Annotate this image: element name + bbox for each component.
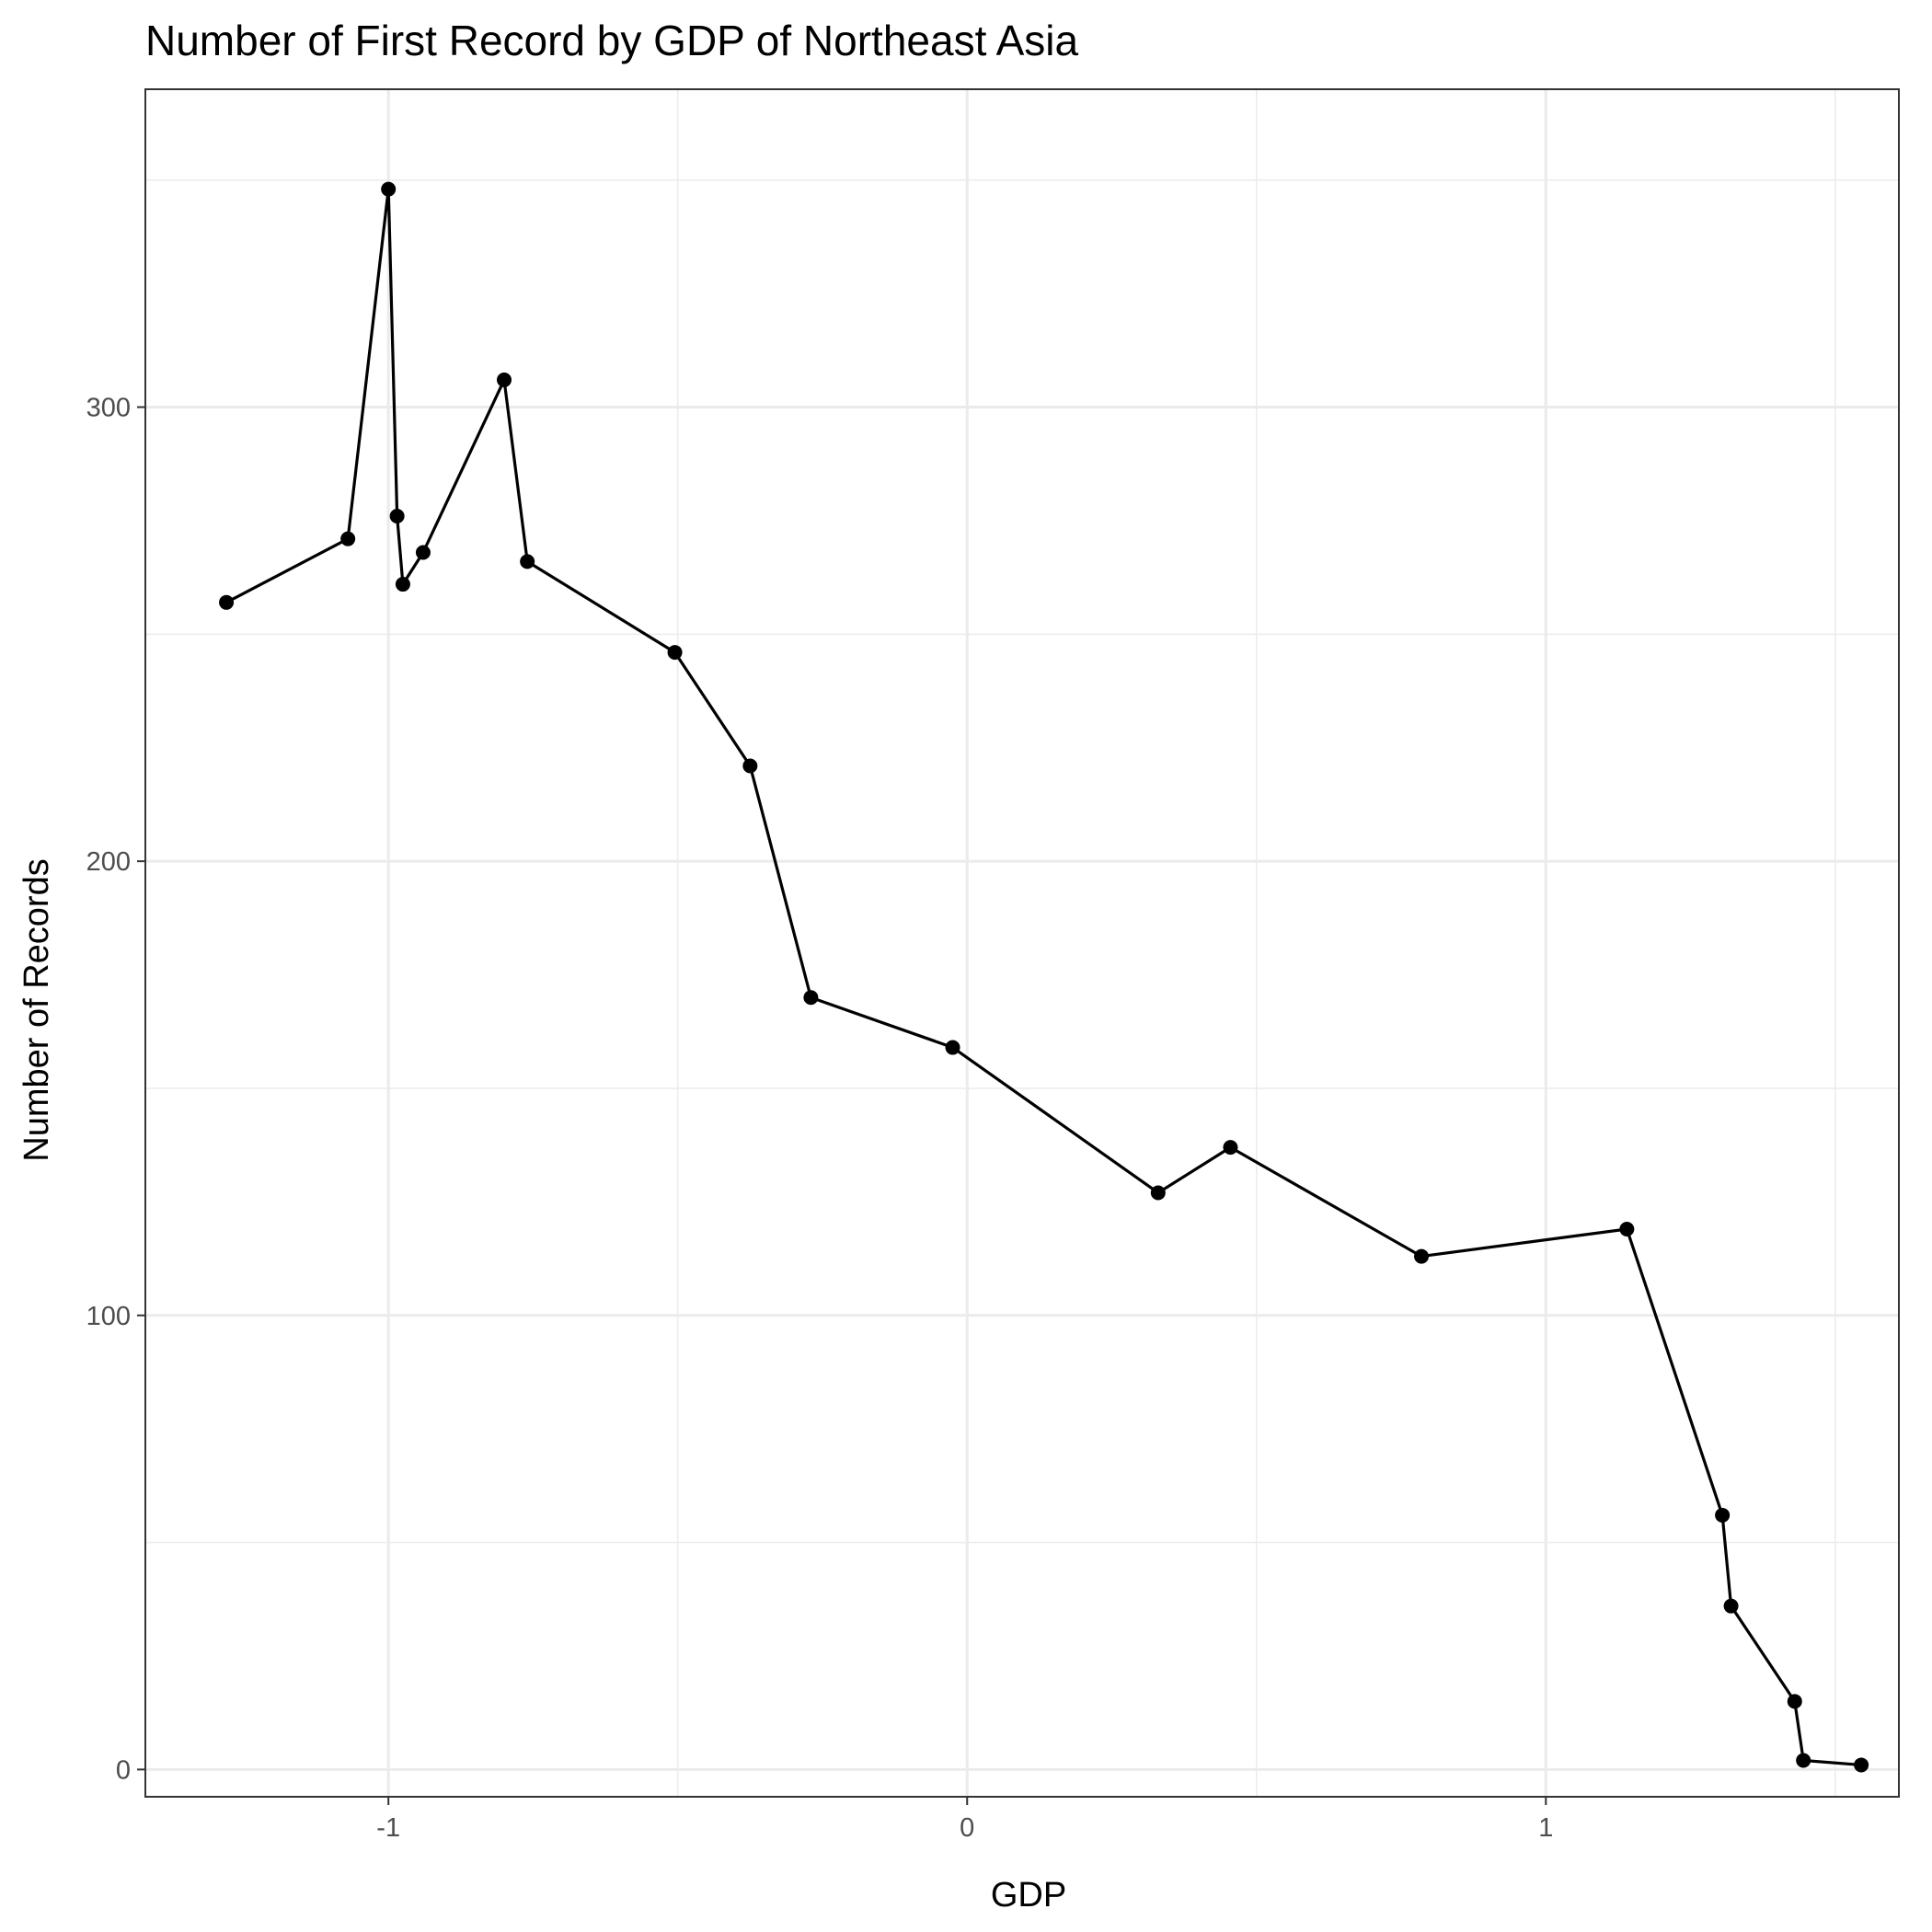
panel-border (144, 88, 1900, 1798)
data-point (381, 181, 397, 197)
grid-lines (145, 89, 1899, 1797)
x-tick-label: 0 (960, 1813, 974, 1843)
data-point (395, 577, 410, 592)
data-point (1414, 1248, 1430, 1264)
data-point (1854, 1757, 1869, 1773)
data-point (1619, 1221, 1635, 1236)
y-tick-label: 200 (86, 847, 131, 877)
data-point (415, 545, 431, 560)
y-tick-label: 100 (86, 1302, 131, 1331)
x-axis-title: GDP (991, 1876, 1066, 1915)
data-point (340, 531, 356, 546)
data-point (219, 594, 235, 610)
data-point (1796, 1753, 1811, 1768)
data-point (1723, 1598, 1739, 1614)
data-point (1150, 1185, 1166, 1201)
data-point (803, 990, 819, 1006)
data-point (520, 554, 535, 569)
data-point (1787, 1694, 1802, 1709)
data-series (219, 181, 1869, 1773)
x-tick-label: 1 (1538, 1813, 1553, 1843)
axes: -1 0 1 0 100 200 300 (86, 394, 1554, 1843)
x-tick-label: -1 (376, 1813, 400, 1843)
y-tick-label: 0 (116, 1755, 131, 1785)
data-point (389, 509, 405, 523)
data-point (945, 1040, 960, 1055)
data-point (1715, 1507, 1731, 1523)
data-point (497, 372, 512, 387)
data-point (667, 645, 683, 661)
chart-title: Number of First Record by GDP of Northea… (145, 17, 1079, 64)
data-point (742, 758, 758, 774)
data-point (1223, 1140, 1238, 1156)
y-axis-title: Number of Records (17, 858, 56, 1161)
y-tick-label: 300 (86, 394, 131, 423)
